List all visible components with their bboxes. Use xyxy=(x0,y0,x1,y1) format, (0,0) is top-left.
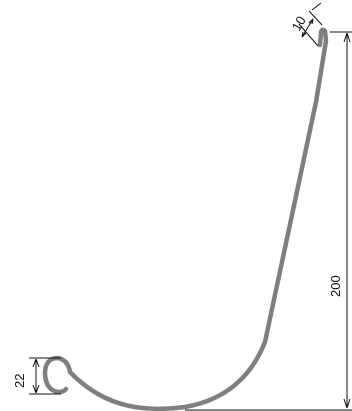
total-height-top-arrow xyxy=(343,32,351,43)
lip-width-extension-line-1 xyxy=(308,10,323,26)
curl-height-top-arrow xyxy=(32,358,40,368)
curl-height-label: 22 xyxy=(12,374,27,388)
total-height-dimension xyxy=(185,31,352,411)
curl-height-bottom-arrow xyxy=(32,384,40,394)
lip-width-label: 10 xyxy=(289,13,309,33)
lip-width-arrow-2 xyxy=(301,31,307,38)
total-height-bottom-arrow xyxy=(343,398,351,409)
lip-width-leader xyxy=(311,2,322,11)
total-height-label: 200 xyxy=(328,275,343,297)
lip-width-arrow-1 xyxy=(308,18,314,25)
lip-width-dimension xyxy=(298,2,323,47)
lip-width-extension-line-2 xyxy=(298,23,319,47)
curl-height-dimension xyxy=(29,357,61,395)
hook-profile-line xyxy=(42,27,329,411)
lip-width-dimension-line xyxy=(301,18,314,38)
